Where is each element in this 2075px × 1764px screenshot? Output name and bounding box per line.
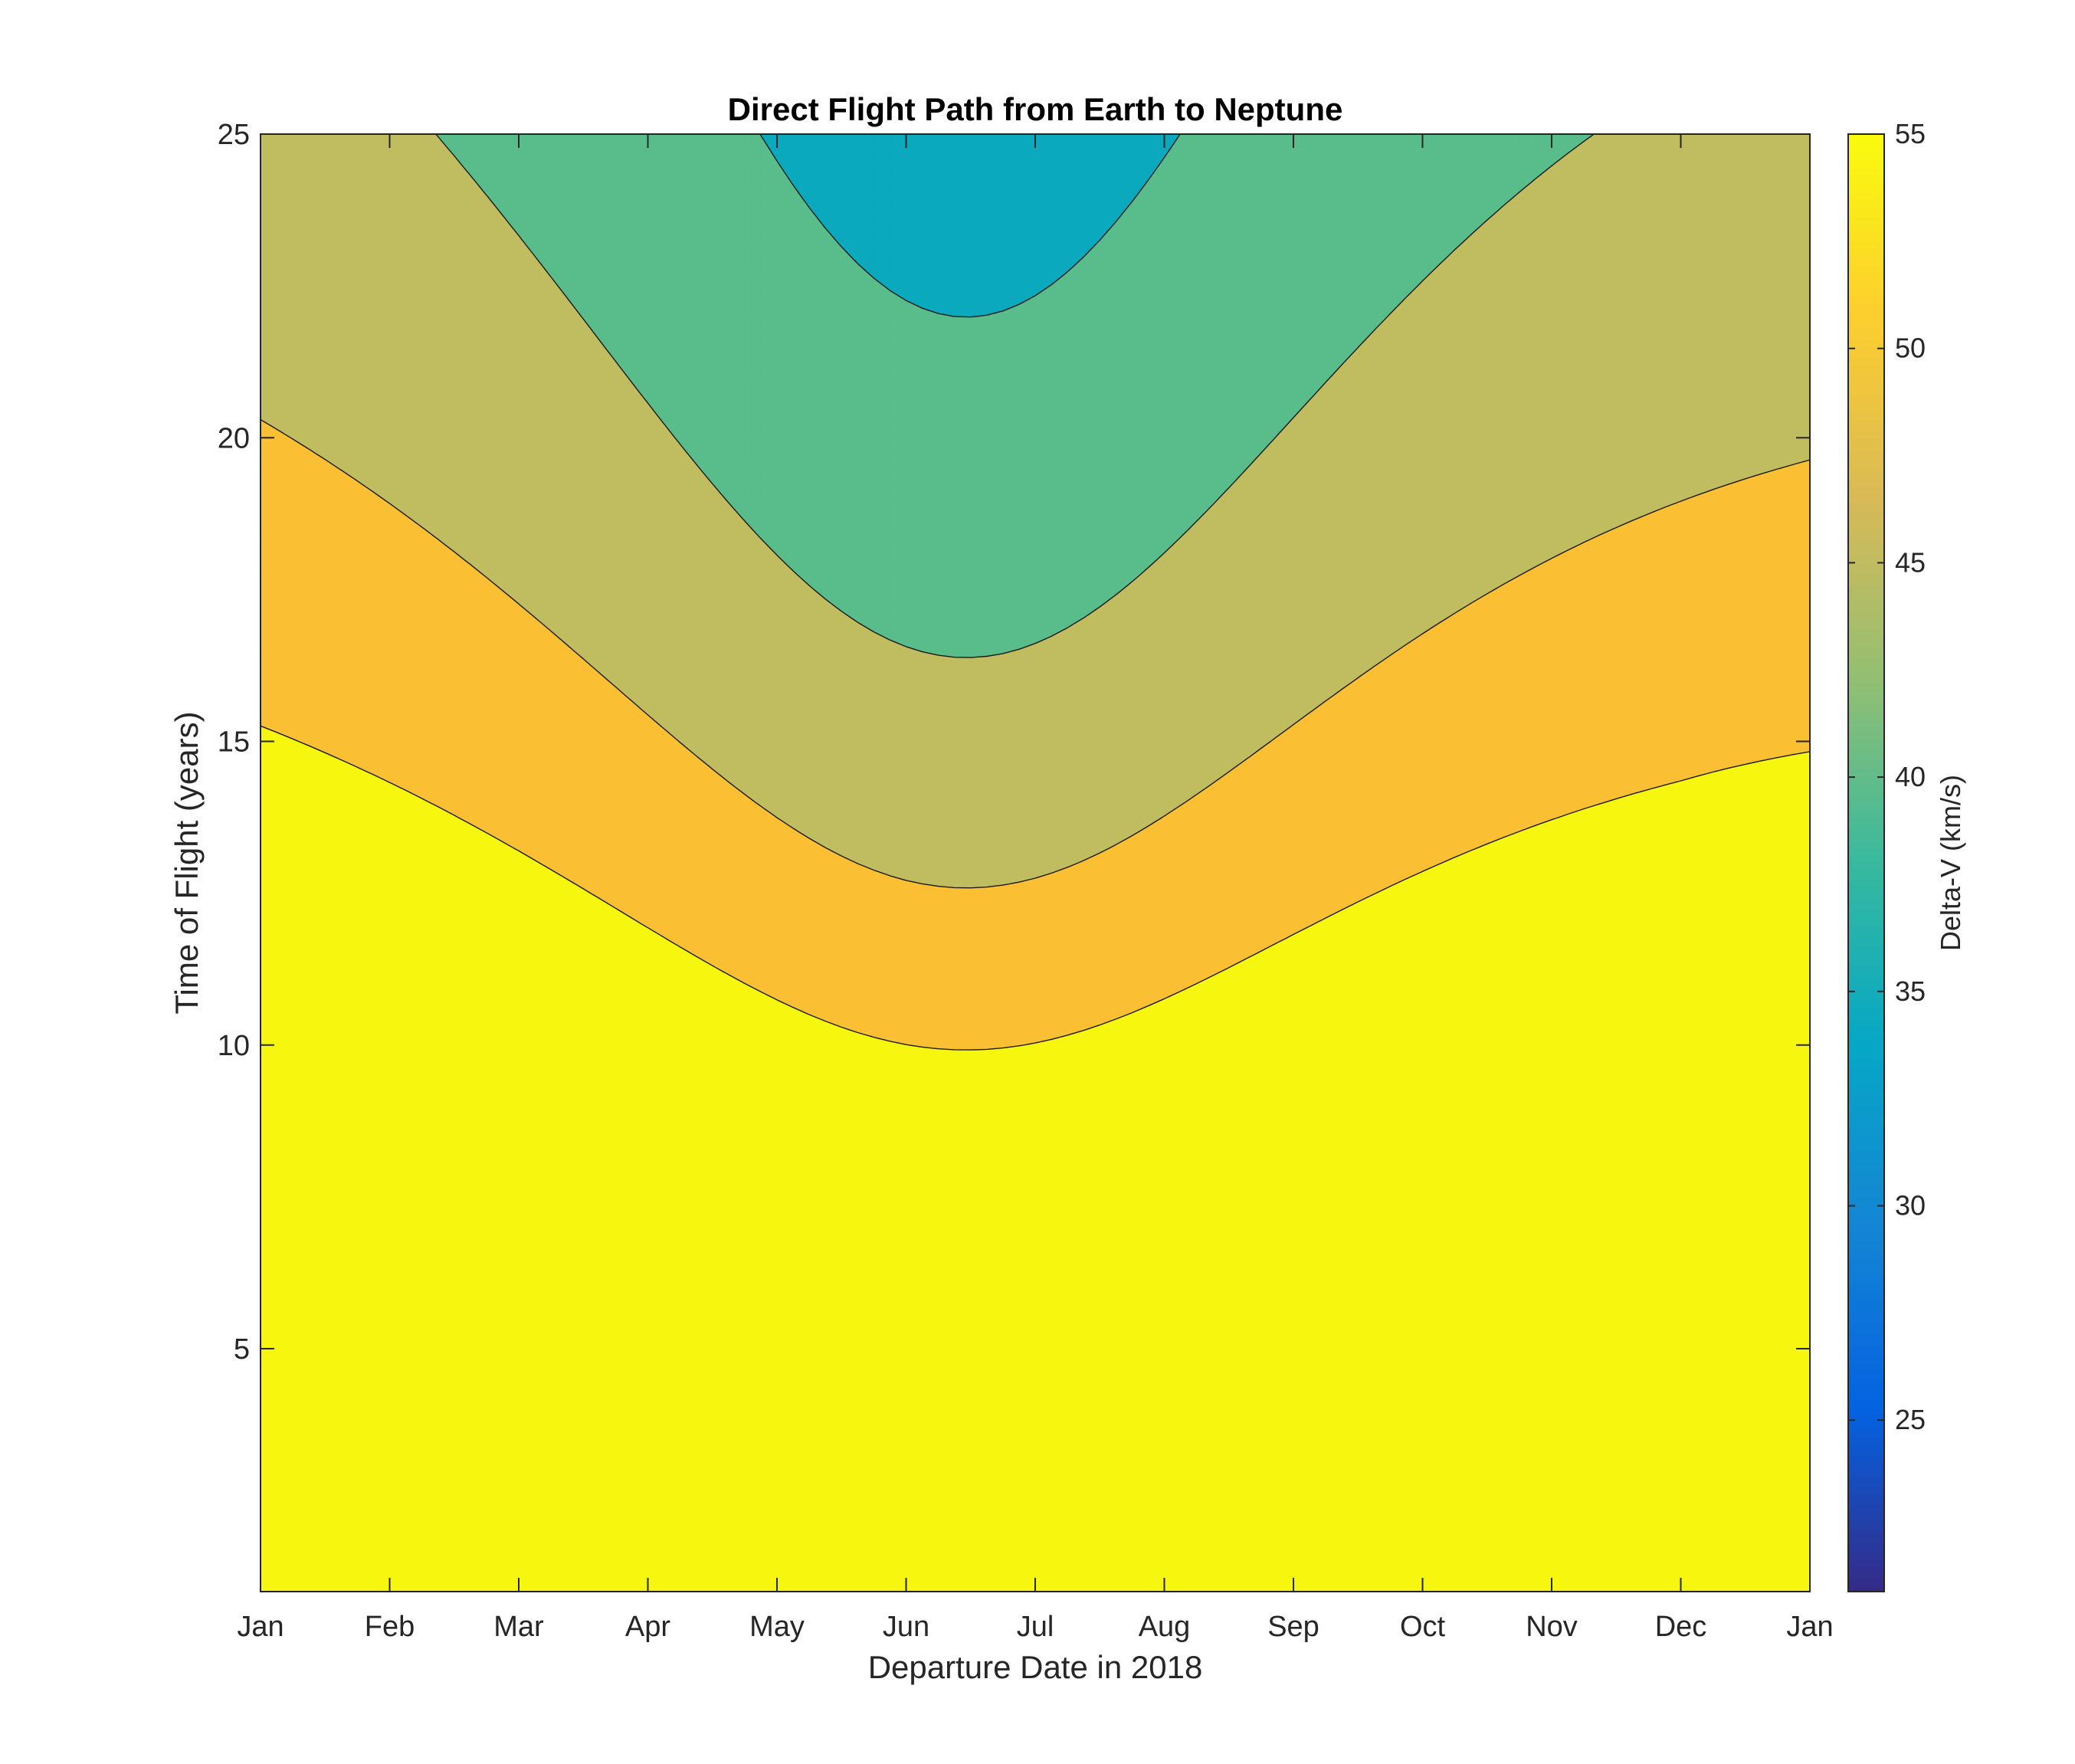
- x-tick-label: Feb: [365, 1611, 415, 1643]
- y-tick-label: 10: [218, 1030, 250, 1062]
- x-tick-label: Oct: [1400, 1611, 1446, 1643]
- x-tick-label: Mar: [493, 1611, 544, 1643]
- x-tick-label: Aug: [1139, 1611, 1191, 1643]
- x-tick-label: Jun: [883, 1611, 929, 1643]
- x-axis-label: Departure Date in 2018: [868, 1649, 1203, 1685]
- x-tick-label: Sep: [1267, 1611, 1319, 1643]
- contour-line-55: [261, 725, 1810, 1051]
- y-tick-label: 15: [218, 726, 250, 759]
- colorbar-tick-label: 50: [1895, 333, 1926, 364]
- colorbar-fill: [1848, 134, 1884, 1592]
- x-tick-label: Jan: [237, 1611, 284, 1643]
- x-tick-label: Nov: [1526, 1611, 1578, 1643]
- contour-line-45: [435, 134, 1595, 658]
- contour-lines: [261, 134, 1810, 1051]
- colorbar-tick-label: 55: [1895, 118, 1926, 149]
- y-axis-label: Time of Flight (years): [169, 711, 205, 1014]
- y-tick-label: 5: [234, 1333, 250, 1366]
- x-tick-label: Dec: [1655, 1611, 1707, 1643]
- colorbar-tick-label: 45: [1895, 546, 1926, 578]
- contour-band-5: [261, 134, 1810, 889]
- x-tick-label: Jul: [1017, 1611, 1054, 1643]
- contour-band-4: [435, 134, 1595, 658]
- contour-band-6: [261, 419, 1810, 1051]
- contour-line-40: [759, 134, 1181, 318]
- y-tick-label: 25: [218, 119, 250, 151]
- colorbar-frame: [1847, 133, 1885, 1592]
- y-axis: 5 10 15 20 25: [218, 119, 1810, 1366]
- plot-area: [261, 134, 1810, 1592]
- colorbar-tick-label: 25: [1895, 1404, 1926, 1435]
- colorbar-label: Delta-V (km/s): [1935, 775, 1966, 951]
- colorbar-tick-label: 35: [1895, 975, 1926, 1007]
- y-tick-label: 20: [218, 422, 250, 454]
- colorbar-tick-label: 30: [1895, 1190, 1926, 1221]
- x-tick-label: May: [749, 1611, 805, 1643]
- x-tick-label: Jan: [1786, 1611, 1833, 1643]
- x-tick-label: Apr: [625, 1611, 670, 1643]
- x-axis: Jan Feb Mar Apr May Jun Jul Aug Sep Oct Nov Dec Jan: [237, 134, 1834, 1643]
- colorbar: 25 30 35 40 45 50 55 Delta-V (km/s): [1847, 118, 1966, 1592]
- colorbar-ticks: 25 30 35 40 45 50 55: [1848, 118, 1926, 1435]
- contour-band-7: [261, 725, 1810, 1592]
- chart-title: Direct Flight Path from Earth to Neptune: [728, 91, 1343, 127]
- contour-bands: [261, 134, 1810, 1592]
- contour-line-50: [261, 418, 1810, 889]
- colorbar-tick-label: 40: [1895, 761, 1926, 792]
